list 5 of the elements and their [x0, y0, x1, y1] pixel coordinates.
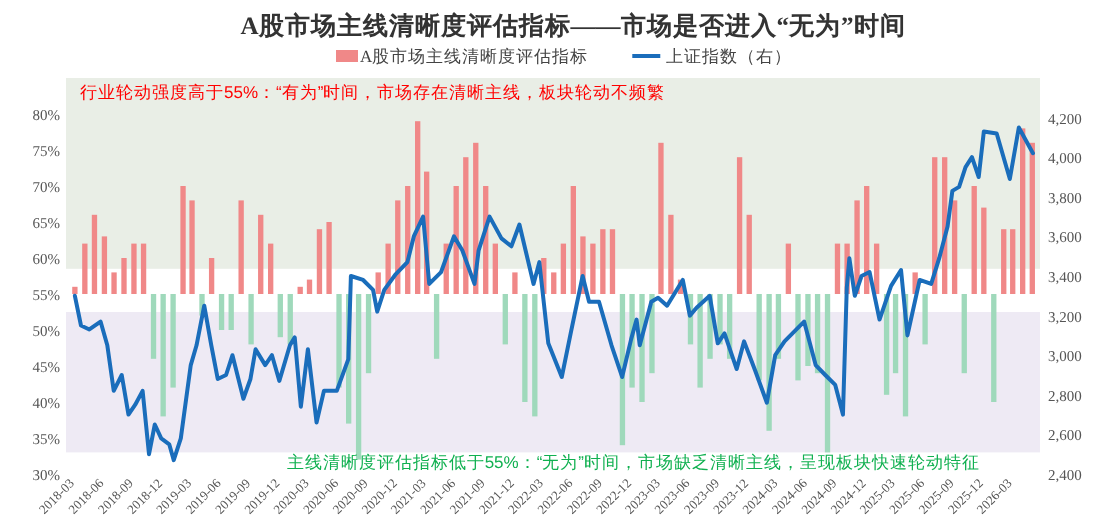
annotation: 主线清晰度评估指标低于55%：“无为”时间，市场缺乏清晰主线，呈现板块快速轮动特征 — [286, 452, 980, 472]
annotation: 行业轮动强度高于55%：“有为”时间，市场存在清晰主线，板块轮动不频繁 — [80, 82, 666, 102]
chart-title: A股市场主线清晰度评估指标——市场是否进入“无为”时间 — [240, 10, 906, 40]
legend-label: A股市场主线清晰度评估指标 — [360, 46, 589, 66]
legend-label: 上证指数（右） — [666, 46, 793, 66]
